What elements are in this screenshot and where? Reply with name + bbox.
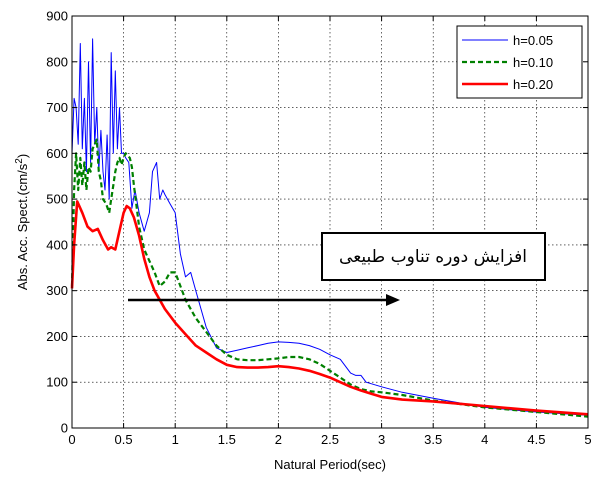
y-tick-label: 900: [46, 9, 68, 24]
y-tick-label: 800: [46, 54, 68, 69]
y-axis-label-main: Abs. Acc. Spect.(cm/s: [15, 163, 30, 290]
y-tick-label: 300: [46, 283, 68, 298]
legend-label-h005: h=0.05: [513, 33, 553, 48]
x-tick-label: 0: [68, 432, 75, 447]
x-tick-label: 3.5: [424, 432, 442, 447]
x-tick-label: 1: [172, 432, 179, 447]
x-tick-label: 1.5: [218, 432, 236, 447]
x-tick-label: 0.5: [115, 432, 133, 447]
legend-label-h010: h=0.10: [513, 55, 553, 70]
x-tick-label: 3: [378, 432, 385, 447]
y-tick-label: 200: [46, 329, 68, 344]
x-tick-label: 2: [275, 432, 282, 447]
annotation-box: [321, 232, 546, 281]
y-tick-labels: 0 100 200 300 400 500 600 700 800 900: [46, 9, 68, 436]
x-tick-label: 4: [481, 432, 488, 447]
annotation: افزایش دوره تناوب طبیعی: [321, 232, 546, 281]
x-axis-label: Natural Period(sec): [274, 457, 386, 472]
y-tick-label: 400: [46, 237, 68, 252]
arrow: [128, 294, 400, 306]
tick-marks: [71, 15, 589, 429]
y-tick-label: 100: [46, 375, 68, 390]
arrow-head: [386, 294, 400, 306]
x-tick-label: 2.5: [321, 432, 339, 447]
annotation-text: افزایش دوره تناوب طبیعی: [339, 247, 527, 267]
x-tick-label: 4.5: [527, 432, 545, 447]
x-tick-label: 5: [584, 432, 591, 447]
legend-box: [456, 25, 583, 99]
y-axis-label: Abs. Acc. Spect.(cm/s2): [14, 154, 30, 290]
y-axis-label-superscript: 2: [14, 158, 25, 164]
y-axis-label-close: ): [15, 154, 30, 158]
y-tick-label: 600: [46, 146, 68, 161]
series-line-h020: [70, 200, 589, 416]
y-tick-label: 700: [46, 100, 68, 115]
series-layer: [70, 38, 589, 418]
legend-label-h020: h=0.20: [513, 77, 553, 92]
series-line-h010: [70, 138, 589, 418]
y-tick-label: 0: [61, 421, 68, 436]
y-tick-label: 500: [46, 192, 68, 207]
x-tick-labels: 0 0.5 1 1.5 2 2.5 3 3.5 4 4.5 5: [68, 432, 591, 447]
series-line-h005: [71, 38, 589, 416]
legend: h=0.05 h=0.10 h=0.20: [456, 25, 583, 99]
